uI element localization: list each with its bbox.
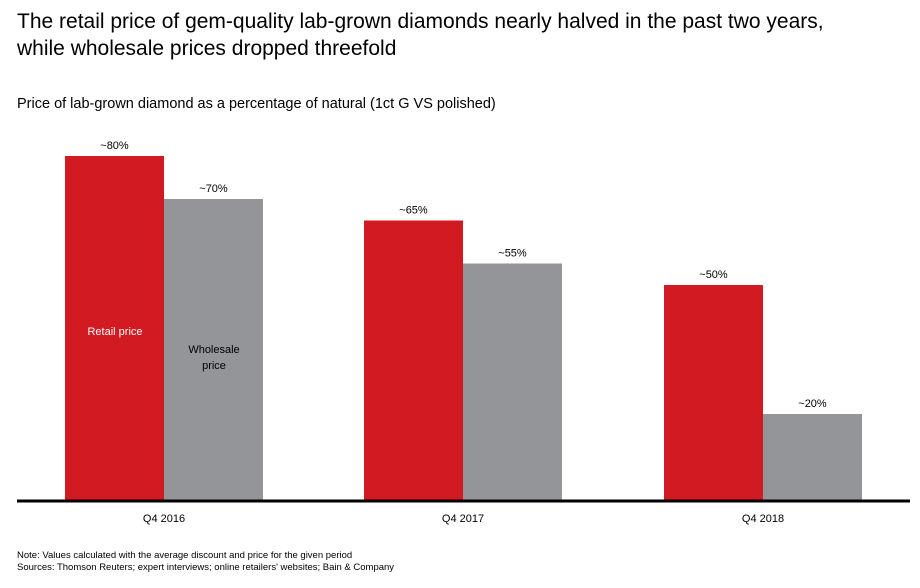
x-tick-label: Q4 2018 bbox=[742, 513, 784, 525]
footnote-note: Note: Values calculated with the average… bbox=[17, 550, 353, 561]
x-tick-label: Q4 2016 bbox=[143, 513, 185, 525]
legend-label-wholesale: Wholesale price bbox=[188, 344, 239, 372]
bar-wholesale-2 bbox=[463, 263, 562, 500]
data-label: ~70% bbox=[199, 183, 228, 195]
footnotes: Note: Values calculated with the average… bbox=[17, 550, 394, 573]
x-tick-label: Q4 2017 bbox=[442, 513, 484, 525]
data-label: ~55% bbox=[498, 248, 527, 260]
bar-retail-3 bbox=[664, 285, 763, 500]
data-label: ~80% bbox=[100, 140, 129, 152]
legend-label-retail: Retail price bbox=[87, 326, 142, 338]
data-label: ~50% bbox=[699, 269, 728, 281]
data-label: ~20% bbox=[798, 398, 827, 410]
bar-wholesale-1 bbox=[164, 199, 263, 500]
data-label: ~65% bbox=[399, 205, 428, 217]
bar-retail-2 bbox=[364, 220, 463, 500]
headline: The retail price of gem-quality lab-grow… bbox=[17, 10, 824, 60]
bar-retail-1 bbox=[65, 156, 164, 500]
chart-title: Price of lab-grown diamond as a percenta… bbox=[17, 96, 496, 112]
bar-chart: ~80% ~70% Q4 2016 ~65% ~55% Q4 2017 ~50% ~20% Q4… bbox=[17, 140, 910, 525]
bar-wholesale-3 bbox=[763, 414, 862, 500]
footnote-sources: Sources: Thomson Reuters; expert intervi… bbox=[17, 561, 395, 573]
